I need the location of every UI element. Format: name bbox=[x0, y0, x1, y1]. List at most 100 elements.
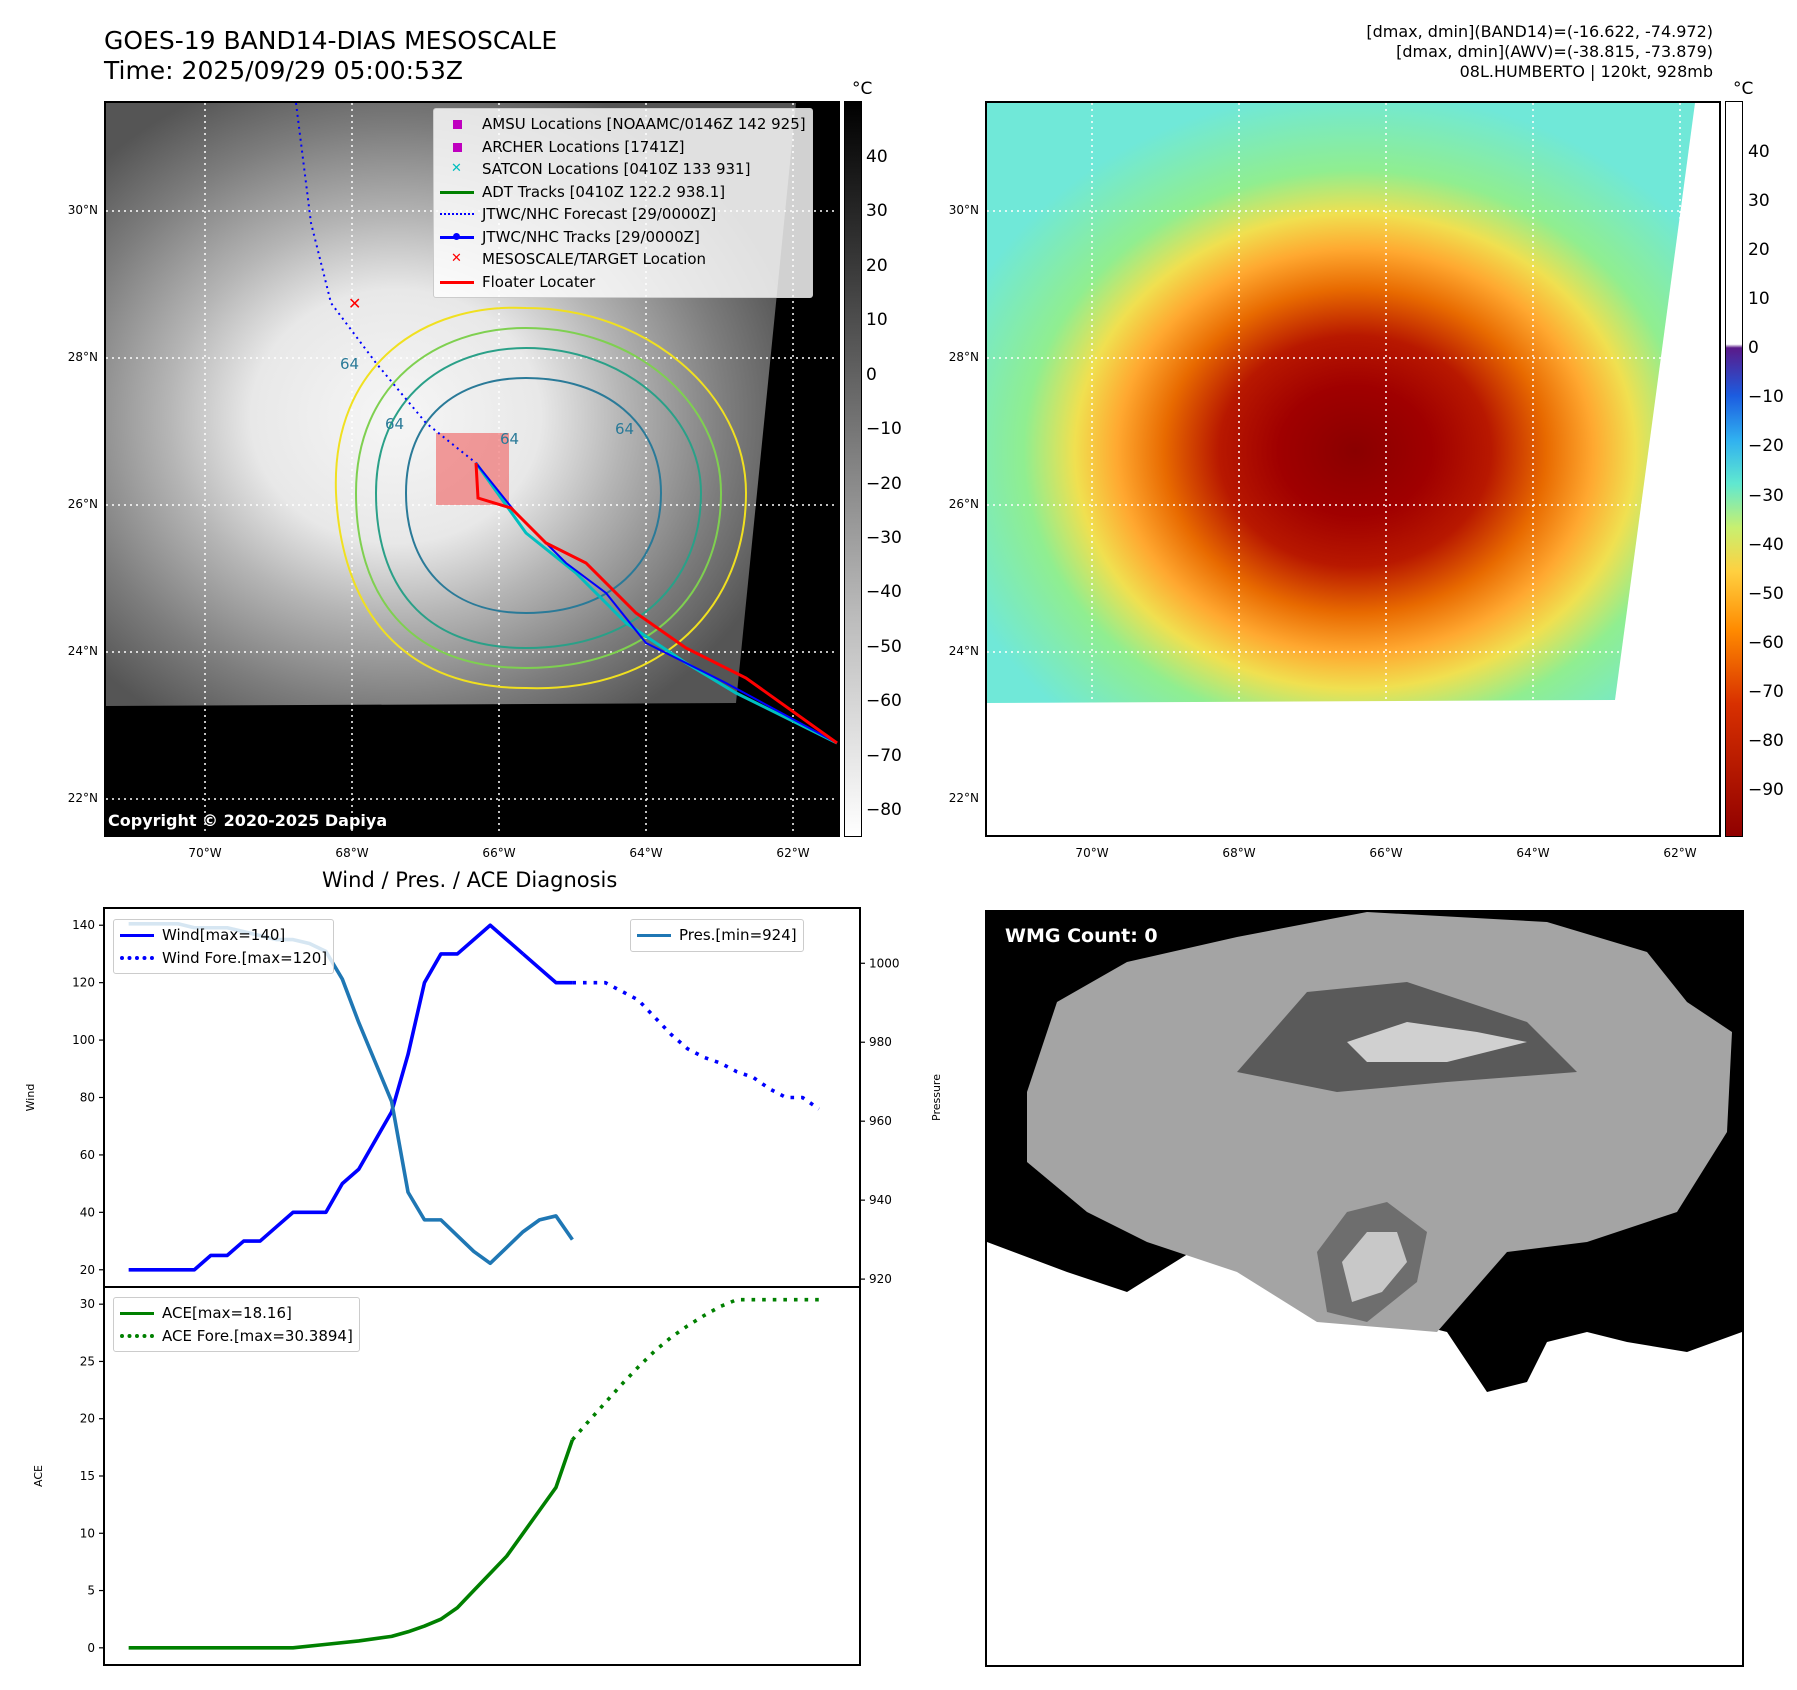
wind-axis-tick-label: 60 bbox=[80, 1148, 95, 1162]
legend-label: ARCHER Locations [1741Z] bbox=[482, 137, 685, 156]
legend-symbol: ✕ bbox=[451, 251, 462, 267]
awv-lat-label: 28°N bbox=[948, 350, 979, 364]
legend-label: ACE Fore.[max=30.3894] bbox=[162, 1326, 353, 1345]
floater-track bbox=[474, 462, 838, 745]
legend-entry: ADT Tracks [0410Z 122.2 938.1] bbox=[440, 181, 806, 204]
legend-symbol bbox=[120, 1329, 154, 1343]
legend-symbol bbox=[637, 928, 671, 942]
wmg-svg bbox=[987, 912, 1742, 1665]
ir-legend: AMSU Locations [NOAAMC/0146Z 142 925] ARC… bbox=[433, 108, 813, 298]
wind-series-line-tail bbox=[521, 952, 573, 985]
info-band14-range: [dmax, dmin](BAND14)=(-16.622, -74.972) bbox=[1366, 22, 1713, 41]
legend-label: JTWC/NHC Tracks [29/0000Z] bbox=[482, 227, 700, 246]
legend-entry: JTWC/NHC Tracks [29/0000Z] bbox=[440, 226, 806, 249]
jtwc-forecast-track bbox=[295, 103, 477, 464]
legend-entry: ACE Fore.[max=30.3894] bbox=[120, 1325, 353, 1348]
legend-entry: Pres.[min=924] bbox=[637, 924, 797, 947]
pressure-axis-label: Pressure bbox=[930, 1074, 943, 1121]
wmg-inner-core bbox=[1347, 1022, 1527, 1062]
pressure-axis-tick-label: 940 bbox=[869, 1193, 892, 1207]
wmg-count-badge: WMG Count: 0 bbox=[996, 922, 1167, 950]
ir-contours bbox=[334, 306, 748, 690]
wind-series-line bbox=[128, 923, 525, 1272]
legend-label: Pres.[min=924] bbox=[679, 926, 797, 944]
legend-label: Floater Locater bbox=[482, 272, 596, 291]
contour-label: 64 bbox=[385, 415, 405, 433]
legend-entry: Wind Fore.[max=120] bbox=[120, 947, 327, 970]
legend-label: AMSU Locations [NOAAMC/0146Z 142 925] bbox=[482, 115, 806, 133]
pres-legend-rows: Pres.[min=924] bbox=[637, 924, 797, 947]
legend-label: SATCON Locations [0410Z 133 931] bbox=[482, 160, 751, 178]
awv-colorbar-tick: 20 bbox=[1748, 240, 1770, 261]
ir-colorbar-tick: −20 bbox=[866, 473, 902, 494]
ir-colorbar-tick: 30 bbox=[866, 201, 888, 222]
ir-lon-label: 64°W bbox=[629, 846, 663, 860]
diagnosis-chart: 20 40 60 80 100 120 140 920 940 960 980 1000 0 5 10 15 2… bbox=[24, 907, 943, 1666]
ir-lon-label: 62°W bbox=[776, 846, 810, 860]
awv-colorbar-tick: 0 bbox=[1748, 338, 1759, 359]
pressure-axis-tick-label: 980 bbox=[869, 1035, 892, 1049]
legend-entry: AMSU Locations [NOAAMC/0146Z 142 925] bbox=[440, 113, 806, 136]
ir-lat-label: 28°N bbox=[67, 350, 98, 364]
ace-axis-tick-label: 5 bbox=[87, 1584, 95, 1598]
legend-symbol bbox=[440, 230, 474, 244]
wmg-eye-center bbox=[1342, 1232, 1407, 1302]
legend-entry: ACE[max=18.16] bbox=[120, 1302, 353, 1325]
legend-symbol bbox=[440, 117, 474, 131]
legend-entry: ✕ MESOSCALE/TARGET Location bbox=[440, 248, 806, 271]
contour-label: 64 bbox=[615, 420, 635, 438]
copyright-label: Copyright © 2020-2025 Dapiya bbox=[108, 811, 388, 830]
ir-legend-rows: AMSU Locations [NOAAMC/0146Z 142 925] ARC… bbox=[440, 113, 806, 293]
awv-colorbar-tick: 40 bbox=[1748, 142, 1770, 162]
awv-colorbar-tick: −70 bbox=[1748, 681, 1784, 702]
awv-imagery bbox=[987, 103, 1695, 703]
ir-lat-label: 30°N bbox=[67, 203, 98, 217]
wmg-cloud-field bbox=[1027, 912, 1732, 1332]
wind-axis-tick-label: 120 bbox=[72, 976, 95, 990]
ace-axis-tick-label: 10 bbox=[80, 1526, 95, 1540]
legend-entry: JTWC/NHC Forecast [29/0000Z] bbox=[440, 203, 806, 226]
diagnosis-title: Wind / Pres. / ACE Diagnosis bbox=[322, 868, 618, 892]
ir-colorbar-tick: −40 bbox=[866, 582, 902, 603]
figure-title: GOES-19 BAND14-DIAS MESOSCALE Time: 2025… bbox=[104, 26, 557, 86]
legend-entry: Floater Locater bbox=[440, 271, 806, 294]
awv-lat-label: 22°N bbox=[948, 791, 979, 805]
ir-lon-label: 68°W bbox=[335, 846, 369, 860]
ace-legend: ACE[max=18.16] ACE Fore.[max=30.3894] bbox=[113, 1297, 360, 1352]
ir-colorbar-unit: °C bbox=[852, 79, 873, 99]
wind-legend: Wind[max=140] Wind Fore.[max=120] bbox=[113, 919, 335, 974]
storm-info: [dmax, dmin](BAND14)=(-16.622, -74.972) … bbox=[1366, 22, 1713, 82]
ir-lon-label: 70°W bbox=[188, 846, 222, 860]
ir-colorbar-tick: −80 bbox=[866, 800, 902, 820]
legend-label: ACE[max=18.16] bbox=[162, 1304, 292, 1322]
pressure-axis-tick-label: 920 bbox=[869, 1272, 892, 1286]
wind-forecast-line bbox=[572, 980, 820, 1111]
ace-axis-tick-label: 30 bbox=[80, 1297, 95, 1311]
pressure-axis-tick-label: 1000 bbox=[869, 956, 900, 970]
legend-label: JTWC/NHC Forecast [29/0000Z] bbox=[482, 205, 717, 223]
awv-colorbar-tick: −10 bbox=[1748, 387, 1784, 408]
ace-axis-tick-label: 20 bbox=[80, 1412, 95, 1426]
wind-axis-tick-label: 20 bbox=[80, 1263, 95, 1277]
ir-colorbar-tick: 0 bbox=[866, 364, 877, 385]
legend-symbol bbox=[120, 1306, 154, 1320]
legend-label: ADT Tracks [0410Z 122.2 938.1] bbox=[482, 182, 726, 201]
ace-axis-tick-label: 15 bbox=[80, 1469, 95, 1483]
awv-colorbar-tick: 10 bbox=[1748, 289, 1770, 310]
ace-axis-label: ACE bbox=[32, 1465, 45, 1487]
legend-symbol bbox=[440, 140, 474, 154]
ir-colorbar-tick: −60 bbox=[866, 691, 902, 712]
awv-colorbar-tick: −30 bbox=[1748, 485, 1784, 506]
adt-track bbox=[474, 462, 838, 745]
awv-colorbar-tick: −80 bbox=[1748, 730, 1784, 751]
awv-lat-label: 26°N bbox=[948, 497, 979, 511]
ace-axis-tick-label: 0 bbox=[87, 1641, 95, 1655]
ir-colorbar-tick: −10 bbox=[866, 419, 902, 440]
legend-entry: Wind[max=140] bbox=[120, 924, 327, 947]
ace-legend-rows: ACE[max=18.16] ACE Fore.[max=30.3894] bbox=[120, 1302, 353, 1347]
ace-series-line bbox=[128, 1439, 575, 1650]
legend-symbol bbox=[440, 275, 474, 289]
legend-symbol bbox=[120, 951, 154, 965]
wind-legend-rows: Wind[max=140] Wind Fore.[max=120] bbox=[120, 924, 327, 969]
wind-axis-label: Wind bbox=[24, 1084, 37, 1112]
